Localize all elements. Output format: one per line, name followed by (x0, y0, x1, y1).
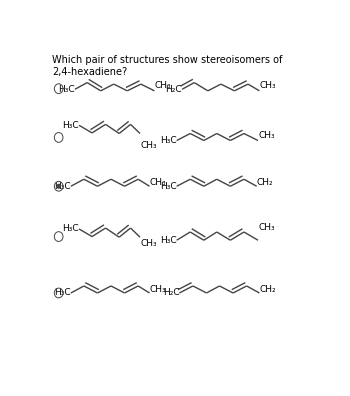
Text: CH₃: CH₃ (258, 131, 275, 141)
Text: H₃C: H₃C (54, 288, 71, 297)
Text: CH₃: CH₃ (140, 239, 157, 248)
Text: H₃C: H₃C (160, 236, 177, 245)
Text: CH₃: CH₃ (259, 80, 276, 89)
Text: Which pair of structures show stereoisomers of 2,4-hexadiene?: Which pair of structures show stereoisom… (52, 55, 282, 77)
Text: CH₃: CH₃ (140, 141, 157, 150)
Text: CH₂: CH₂ (257, 178, 273, 187)
Text: CH₃: CH₃ (154, 80, 171, 89)
Text: H₃C: H₃C (62, 121, 79, 130)
Circle shape (57, 185, 60, 188)
Text: CH₂: CH₂ (259, 284, 276, 293)
Text: H₃C: H₃C (58, 85, 75, 94)
Text: H₃C: H₃C (54, 182, 71, 191)
Text: H₃C: H₃C (160, 182, 177, 191)
Text: H₂C: H₂C (163, 288, 179, 297)
Text: H₂C: H₂C (166, 85, 182, 94)
Text: CH₃: CH₃ (149, 284, 166, 293)
Text: H₃C: H₃C (62, 225, 79, 234)
Text: H₃C: H₃C (160, 136, 177, 145)
Text: CH₃: CH₃ (258, 223, 275, 232)
Text: CH₃: CH₃ (149, 178, 166, 187)
